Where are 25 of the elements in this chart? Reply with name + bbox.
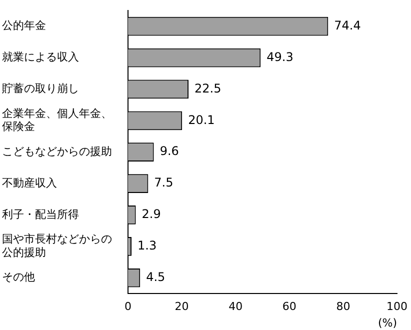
- y-tick-label: こどもなどからの援助: [2, 144, 112, 158]
- x-tick-label: 100: [386, 300, 408, 314]
- y-tick-label: 企業年金、個人年金、保険金: [2, 106, 112, 134]
- y-tick-label: その他: [2, 270, 35, 284]
- y-tick-label: 利子・配当所得: [2, 208, 79, 221]
- y-tick-label: 不動産収入: [2, 176, 57, 190]
- data-label: 49.3: [266, 50, 294, 64]
- data-label: 2.9: [142, 207, 161, 222]
- y-tick-label: 公的年金: [2, 19, 46, 32]
- x-axis-title: (%): [378, 316, 397, 330]
- y-tick-label: 国や市長村などからの公的援助: [2, 232, 112, 259]
- x-tick-label: 20: [174, 300, 189, 314]
- x-tick-label: 40: [228, 300, 243, 314]
- data-label: 74.4: [334, 18, 361, 32]
- data-label: 4.5: [146, 270, 166, 284]
- x-tick-label: 80: [336, 300, 350, 314]
- data-label: 20.1: [188, 112, 215, 127]
- x-tick-label: 60: [282, 300, 296, 314]
- y-tick-label: 貯蓄の取り崩し: [2, 82, 79, 96]
- x-tick-label: 0: [124, 300, 132, 314]
- data-label: 22.5: [194, 81, 222, 96]
- data-label: 1.3: [137, 238, 157, 253]
- data-label: 7.5: [154, 176, 174, 190]
- data-label: 9.6: [160, 144, 179, 158]
- y-tick-label: 就業による収入: [2, 50, 79, 64]
